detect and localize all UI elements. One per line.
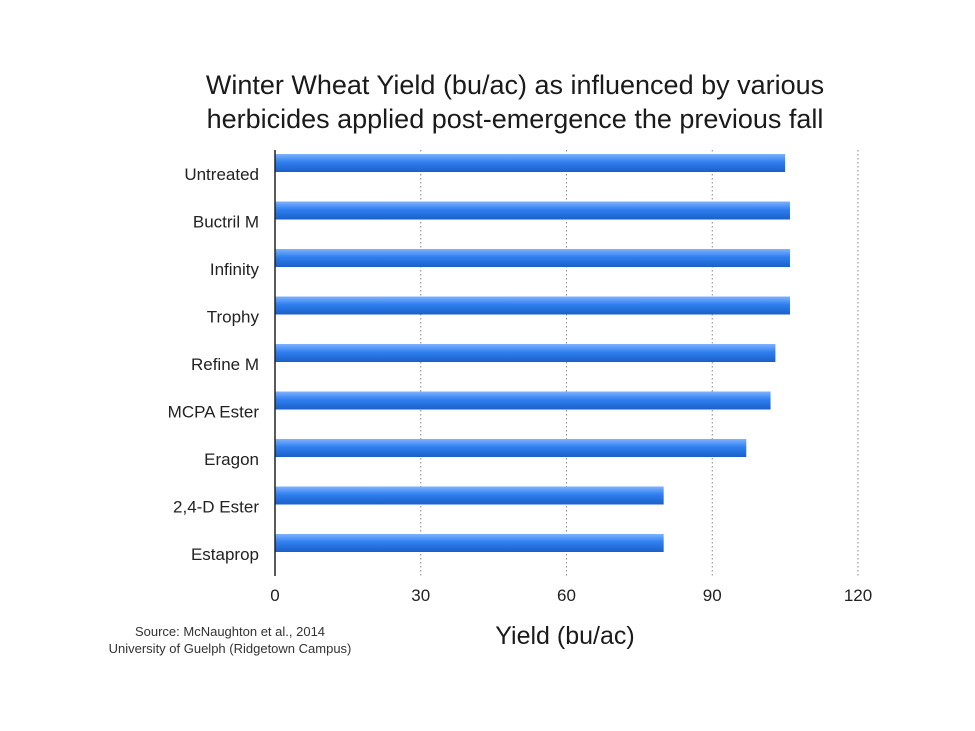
source-note-line-2: University of Guelph (Ridgetown Campus) [108, 641, 352, 656]
x-tick-label: 60 [557, 586, 576, 605]
category-label: MCPA Ester [168, 403, 260, 422]
category-label: Untreated [184, 165, 259, 184]
bar [275, 296, 790, 315]
category-labels: Untreated Buctril M Infinity Trophy Refine M… [168, 165, 260, 564]
bar [275, 344, 776, 362]
bar [275, 201, 790, 220]
x-axis-label: Yield (bu/ac) [495, 622, 635, 650]
category-label: Eragon [204, 450, 259, 469]
category-label: Estaprop [191, 545, 259, 564]
source-note-line-1: Source: McNaughton et al., 2014 [134, 624, 326, 639]
category-label: Refine M [191, 355, 259, 374]
category-label: Trophy [207, 308, 260, 327]
bar [275, 486, 664, 505]
x-tick-label: 30 [411, 586, 430, 605]
bars [275, 154, 790, 552]
bar [275, 439, 747, 457]
bar [275, 391, 771, 410]
x-tick-label: 0 [270, 586, 279, 605]
bar [275, 249, 790, 267]
category-label: 2,4-D Ester [173, 498, 259, 517]
grid-lines [420, 150, 859, 576]
bar [275, 154, 786, 172]
chart-title-line-1: Winter Wheat Yield (bu/ac) as influenced… [205, 70, 825, 100]
x-tick-labels: 0 30 60 90 120 [270, 586, 872, 605]
category-label: Buctril M [193, 213, 259, 232]
x-tick-label: 90 [703, 586, 722, 605]
chart-title-line-2: herbicides applied post-emergence the pr… [206, 104, 824, 134]
category-label: Infinity [210, 260, 260, 279]
x-tick-label: 120 [844, 586, 872, 605]
bar [275, 534, 664, 552]
